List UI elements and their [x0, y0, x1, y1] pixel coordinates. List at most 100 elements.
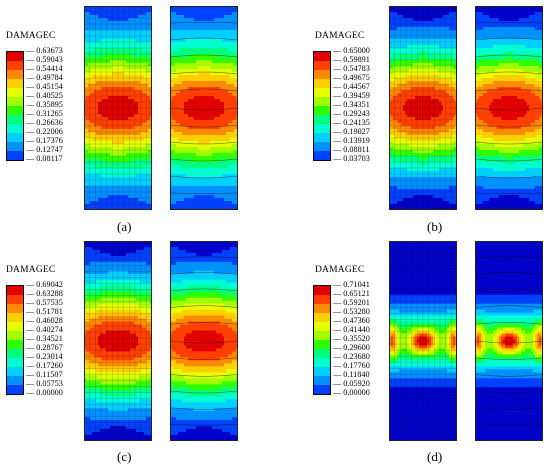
contour-cell	[220, 87, 223, 91]
contour-cell	[100, 138, 103, 142]
contour-cell	[114, 63, 117, 67]
contour-cell	[124, 114, 127, 118]
contour-cell	[180, 105, 183, 109]
contour-cell	[411, 18, 414, 22]
contour-cell	[142, 192, 145, 196]
contour-cell	[178, 111, 181, 115]
contour-cell	[88, 15, 91, 19]
contour-cell	[212, 78, 215, 82]
contour-cell	[148, 195, 151, 199]
contour-cell	[120, 114, 123, 118]
contour-cell	[124, 24, 127, 28]
contour-cell	[196, 186, 199, 190]
contour-cell	[106, 42, 109, 46]
contour-cell	[224, 63, 227, 67]
contour-cell	[122, 45, 125, 49]
contour-cell	[186, 165, 189, 169]
contour-cell	[142, 156, 145, 160]
contour-cell	[124, 51, 127, 55]
contour-cell	[202, 21, 205, 25]
contour-cell	[94, 201, 97, 205]
contour-cell	[94, 36, 97, 40]
contour-cell	[128, 138, 131, 142]
contour-cell	[144, 204, 147, 208]
contour-cell	[186, 126, 189, 130]
contour-cell	[116, 177, 119, 181]
contour-cell	[128, 18, 131, 22]
contour-cell	[124, 192, 127, 196]
contour-cell	[206, 15, 209, 19]
contour-cell	[172, 30, 175, 34]
contour-cell	[110, 189, 113, 193]
contour-cell	[116, 207, 119, 210]
contour-cell	[140, 189, 143, 193]
contour-cell	[425, 12, 428, 16]
contour-cell	[122, 18, 125, 22]
contour-cell	[118, 108, 121, 112]
contour-line	[170, 141, 238, 145]
contour-cell	[190, 144, 193, 148]
contour-cell	[124, 96, 127, 100]
contour-cell	[116, 120, 119, 124]
contour-cell	[142, 108, 145, 112]
contour-cell	[92, 129, 95, 133]
contour-cell	[182, 36, 185, 40]
contour-plot-left	[84, 6, 152, 210]
contour-cell	[409, 15, 412, 19]
contour-cell	[403, 27, 406, 31]
contour-cell	[180, 66, 183, 70]
legend-value: — 0.54414	[26, 64, 63, 73]
contour-cell	[146, 174, 149, 178]
contour-cell	[228, 72, 231, 76]
contour-cell	[172, 105, 175, 109]
contour-cell	[132, 153, 135, 157]
contour-cell	[116, 72, 119, 76]
contour-cell	[441, 6, 444, 10]
contour-cell	[138, 156, 141, 160]
contour-cell	[104, 192, 107, 196]
contour-cell	[148, 84, 151, 88]
contour-cell	[84, 150, 87, 154]
contour-cell	[174, 192, 177, 196]
contour-cell	[220, 165, 223, 169]
contour-cell	[210, 21, 213, 25]
contour-cell	[210, 99, 213, 103]
contour-cell	[92, 36, 95, 40]
contour-cell	[94, 189, 97, 193]
contour-cell	[172, 141, 175, 145]
contour-cell	[226, 126, 229, 130]
contour-cell	[116, 12, 119, 16]
contour-cell	[138, 54, 141, 58]
contour-cell	[88, 144, 91, 148]
contour-cell	[411, 24, 414, 28]
contour-cell	[146, 108, 149, 112]
contour-cell	[228, 120, 231, 124]
contour-cell	[222, 12, 225, 16]
contour-cell	[208, 39, 211, 43]
contour-cell	[86, 168, 89, 172]
contour-cell	[226, 63, 229, 67]
contour-cell	[234, 96, 237, 100]
contour-cell	[220, 201, 223, 205]
contour-cell	[206, 105, 209, 109]
contour-cell	[92, 162, 95, 166]
contour-cell	[216, 132, 219, 136]
contour-cell	[132, 90, 135, 94]
legend-value: — 0.49784	[26, 73, 63, 82]
contour-cell	[122, 102, 125, 106]
contour-cell	[200, 9, 203, 13]
contour-cell	[176, 18, 179, 22]
contour-cell	[218, 123, 221, 127]
contour-cell	[222, 93, 225, 97]
contour-cell	[204, 186, 207, 190]
contour-cell	[226, 78, 229, 82]
contour-cell	[106, 75, 109, 79]
contour-cell	[138, 159, 141, 163]
contour-cell	[218, 90, 221, 94]
contour-cell	[417, 18, 420, 22]
contour-cell	[86, 24, 89, 28]
contour-cell	[128, 78, 131, 82]
contour-cell	[172, 168, 175, 172]
contour-cell	[234, 180, 237, 184]
contour-cell	[220, 90, 223, 94]
